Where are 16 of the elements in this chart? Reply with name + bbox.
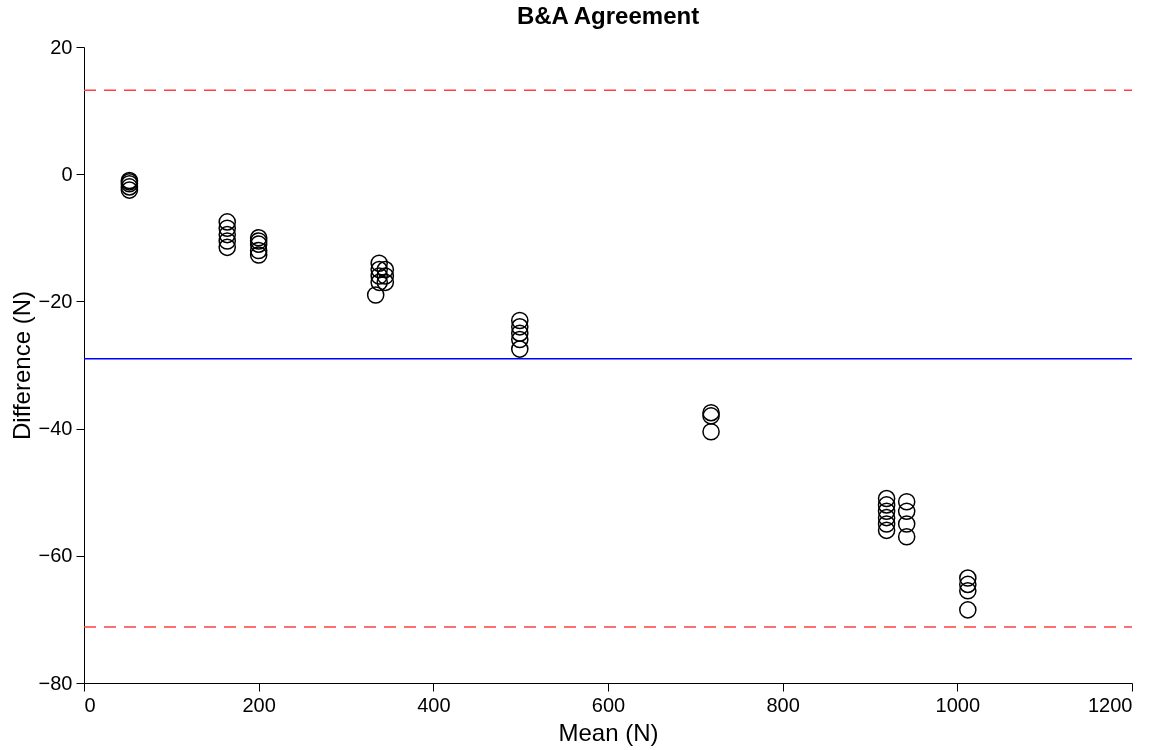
y-tick-label: −20 [38, 289, 73, 312]
x-tick-label: 200 [242, 693, 276, 716]
x-tick-label: 400 [417, 693, 451, 716]
x-tick-label: 1200 [1088, 693, 1133, 716]
y-axis-title: Difference (N) [7, 291, 35, 440]
y-tick-label: 0 [61, 162, 73, 185]
x-tick-label: 0 [84, 693, 96, 716]
y-tick-label: −60 [38, 544, 73, 567]
x-axis-title: Mean (N) [558, 718, 659, 746]
y-tick-label: −40 [38, 417, 73, 440]
x-tick-label: 600 [591, 693, 626, 716]
x-tick-label: 1000 [935, 693, 981, 716]
x-tick-label: 800 [766, 693, 800, 716]
y-tick-label: −80 [38, 671, 73, 694]
chart-title: B&A Agreement [516, 2, 700, 29]
y-tick-label: 20 [50, 35, 73, 58]
